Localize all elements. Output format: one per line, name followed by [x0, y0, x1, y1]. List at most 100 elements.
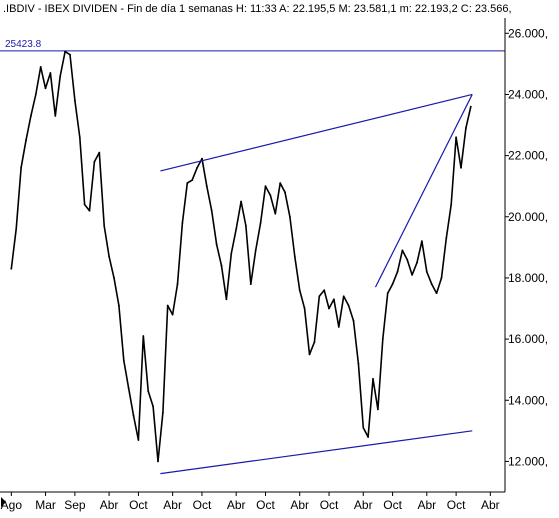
price-point [337, 326, 340, 328]
price-point [152, 405, 155, 408]
chart-header: .IBDIV - IBEX DIVIDEN - Fin de día 1 sem… [3, 3, 512, 15]
price-point [162, 411, 164, 414]
price-point [225, 298, 228, 301]
y-axis: 12.000, 14.000, 16.000, 18.000, 20.000, 22.00… [504, 18, 548, 492]
price-point [34, 93, 37, 96]
plot-area[interactable]: 25423.8 [0, 39, 505, 475]
price-point [118, 304, 120, 307]
price-point [469, 105, 472, 108]
price-point [367, 436, 369, 438]
price-point [30, 115, 32, 117]
scroll-left-icon[interactable] [1, 497, 6, 507]
price-point [313, 341, 316, 344]
price-point [49, 72, 52, 74]
price-point [171, 313, 174, 316]
price-point [210, 209, 213, 212]
price-point [103, 225, 106, 227]
price-point [460, 166, 462, 169]
price-point [293, 255, 296, 258]
price-point [54, 115, 57, 117]
price-point [10, 267, 13, 270]
price-point [284, 191, 286, 194]
y-tick-label: 12.000, [508, 454, 548, 468]
price-point [245, 225, 247, 227]
price-point [108, 255, 110, 258]
price-point [372, 378, 374, 380]
price-point [240, 200, 243, 203]
price-point [142, 335, 145, 337]
price-point [44, 87, 47, 90]
price-point [166, 304, 169, 307]
x-axis: Ago Mar Sep Abr Oct Abr Oct Abr Oct Abr Oct Abr Oct A… [0, 491, 505, 512]
price-point [323, 289, 326, 292]
price-point [406, 258, 409, 261]
price-point [465, 127, 467, 129]
price-point [455, 136, 457, 139]
price-point [186, 182, 189, 185]
price-point [318, 295, 321, 298]
trendline-1[interactable] [160, 93, 473, 172]
price-point [416, 261, 418, 264]
y-tick-label: 20.000, [508, 210, 548, 224]
price-point [69, 53, 71, 56]
x-tick-label: Abr [417, 498, 436, 512]
price-point [342, 295, 345, 298]
y-tick-label: 14.000, [508, 393, 548, 407]
price-point [235, 228, 238, 230]
price-point [269, 194, 272, 197]
price-point [83, 203, 86, 206]
price-point [435, 292, 438, 295]
trendline-3[interactable] [374, 94, 473, 288]
price-point [113, 277, 115, 279]
price-point [137, 439, 140, 441]
price-point [386, 292, 389, 295]
price-point [289, 215, 291, 218]
y-tick-label: 18.000, [508, 271, 548, 285]
price-point [176, 283, 179, 285]
price-point [328, 307, 330, 310]
price-point [279, 182, 282, 185]
price-point [274, 212, 277, 215]
y-tick-label: 22.000, [508, 149, 548, 163]
price-point [450, 203, 453, 206]
x-tick-label: Mar [35, 498, 56, 512]
x-tick-label: Abr [290, 498, 309, 512]
price-point [74, 99, 76, 102]
price-point [425, 270, 428, 273]
price-point [59, 75, 62, 77]
price-point [357, 362, 360, 365]
y-tick-label: 26.000, [508, 26, 548, 40]
price-point [64, 50, 66, 53]
price-point [308, 353, 311, 356]
x-tick-label: Ago [1, 498, 23, 512]
price-point [411, 274, 413, 276]
price-point [39, 66, 42, 68]
price-point [421, 240, 423, 243]
x-tick-label: Abr [163, 498, 182, 512]
x-tick-label: Abr [354, 498, 373, 512]
price-point [132, 414, 135, 417]
price-point [20, 166, 22, 169]
price-point [259, 222, 262, 224]
trendline-2[interactable] [160, 430, 473, 475]
price-point [381, 338, 384, 340]
price-point [147, 390, 150, 392]
price-point [78, 136, 81, 139]
x-tick-label: Abr [100, 498, 119, 512]
x-tick-label: Abr [227, 498, 246, 512]
price-point [127, 387, 130, 389]
price-point [93, 160, 96, 163]
x-tick-label: Oct [383, 498, 402, 512]
y-tick-label: 24.000, [508, 87, 548, 101]
price-point [430, 283, 433, 285]
x-tick-label: Oct [320, 498, 339, 512]
x-tick-label: Oct [447, 498, 466, 512]
price-point [157, 460, 159, 463]
price-point [98, 151, 101, 154]
price-point [220, 264, 223, 267]
price-point [191, 179, 194, 182]
price-point [396, 270, 399, 273]
